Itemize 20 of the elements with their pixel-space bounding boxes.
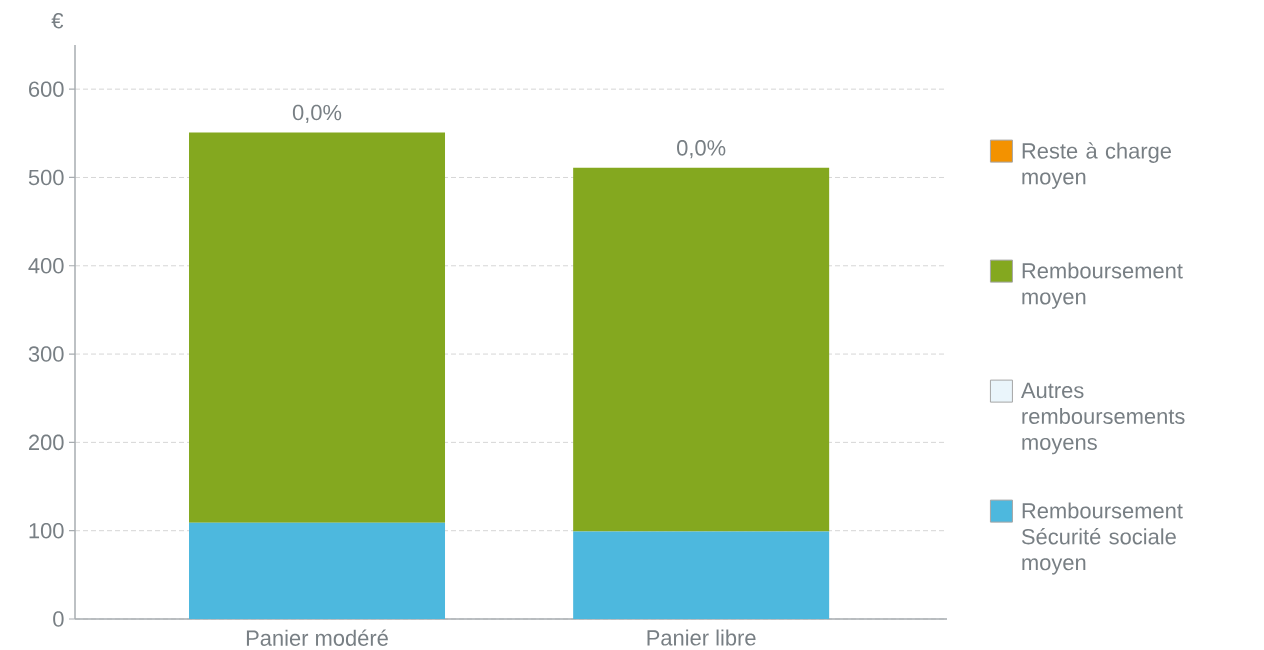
bar: [189, 132, 446, 523]
x-tick-label: Panier libre: [647, 629, 756, 646]
y-axis-title: €: [51, 12, 64, 29]
y-tick-label: 400: [28, 258, 64, 274]
y-tick-label: 500: [28, 169, 64, 186]
y-tick-label: 600: [29, 81, 64, 97]
legend-label: Autres remboursements moyens: [1020, 382, 1185, 455]
y-tick-label: 300: [28, 346, 64, 362]
legend-label: Reste à charge moyen: [1022, 142, 1171, 189]
legend-label: Remboursement Sécurité sociale moyen: [1021, 502, 1183, 575]
y-tick-label: 100: [29, 522, 64, 539]
bar: [573, 531, 830, 619]
legend-label: Remboursement moyen: [1022, 262, 1183, 309]
data-label: 0,0%: [677, 140, 726, 159]
y-tick-label: 0: [53, 611, 64, 627]
bar: [189, 522, 446, 619]
x-tick-label: Panier modéré: [246, 629, 388, 646]
bar: [573, 167, 830, 532]
y-tick-label: 200: [29, 434, 64, 451]
data-label: 0,0%: [292, 104, 342, 123]
